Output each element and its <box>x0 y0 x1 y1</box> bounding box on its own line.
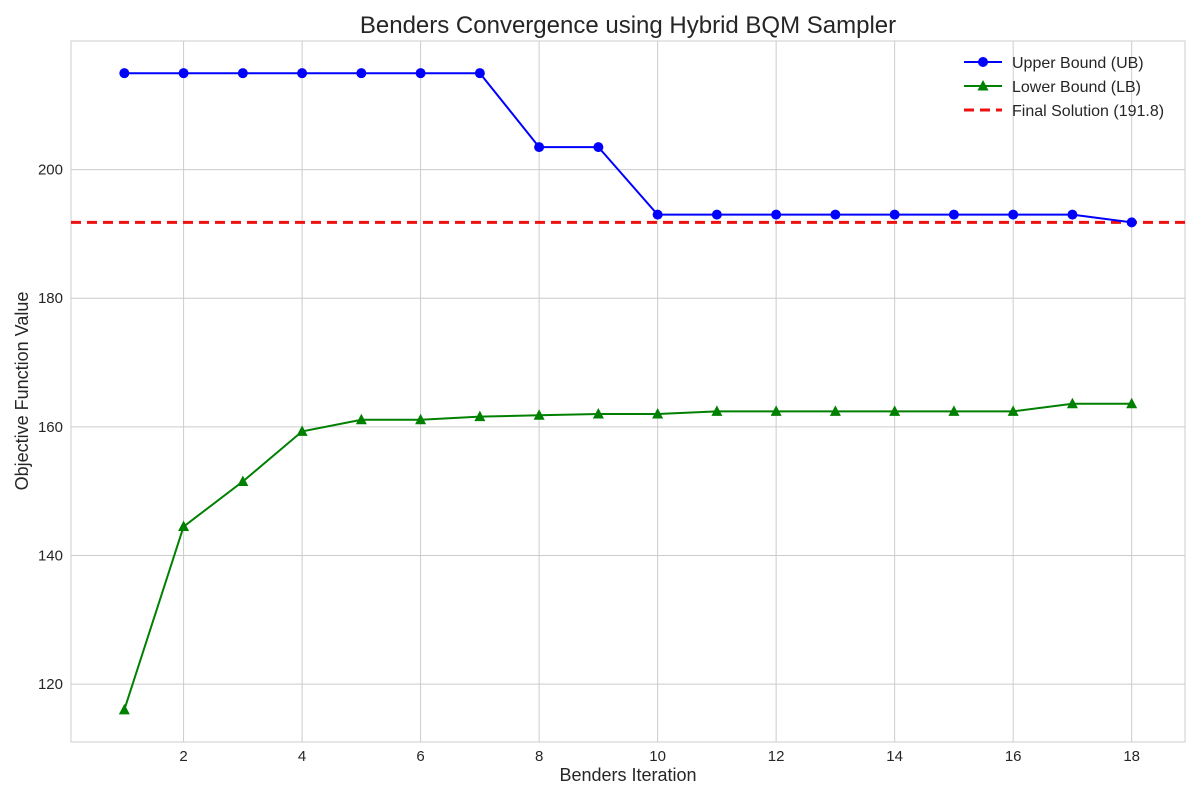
upper-bound-point <box>948 209 959 220</box>
plot-frame <box>70 40 1186 743</box>
upper-bound-point <box>711 209 722 220</box>
y-tick-label: 200 <box>38 162 63 179</box>
upper-bound-point <box>356 68 367 79</box>
x-tick-label: 14 <box>886 748 903 765</box>
lower-bound-point <box>118 703 130 715</box>
x-tick-label: 10 <box>649 748 666 765</box>
legend-label: Upper Bound (UB) <box>1012 55 1144 72</box>
lower-bound-point <box>1066 397 1078 409</box>
y-tick-label: 120 <box>38 676 63 693</box>
upper-bound-point <box>889 209 900 220</box>
series-line <box>123 402 1132 711</box>
chart-title: Benders Convergence using Hybrid BQM Sam… <box>360 12 896 39</box>
series-layer <box>118 68 1138 715</box>
legend-entry-lower-bound: Lower Bound (LB) <box>964 79 1141 96</box>
upper-bound-point <box>119 68 130 79</box>
lower-bound-point <box>474 410 486 422</box>
y-tick-label: 140 <box>38 547 63 564</box>
lower-bound-point <box>770 405 782 416</box>
x-tick-label: 6 <box>416 748 424 765</box>
upper-bound-point <box>178 68 189 79</box>
series-upper-bound <box>119 68 1137 228</box>
upper-bound-point <box>593 142 604 153</box>
lower-bound-point <box>711 405 723 416</box>
y-tick-label: 180 <box>38 290 63 307</box>
series-line <box>124 72 1132 224</box>
y-axis-label: Objective Function Value <box>12 292 32 491</box>
upper-bound-point <box>297 68 308 79</box>
upper-bound-point <box>1067 209 1078 220</box>
x-tick-label: 4 <box>298 748 306 765</box>
lower-bound-point <box>533 409 545 420</box>
legend-marker <box>977 80 989 91</box>
upper-bound-point <box>771 209 782 220</box>
lower-bound-point <box>889 405 901 416</box>
upper-bound-point <box>474 68 485 79</box>
x-axis-label: Benders Iteration <box>559 765 696 785</box>
lower-bound-point <box>355 413 367 425</box>
upper-bound-point <box>1126 217 1137 228</box>
upper-bound-point <box>237 68 248 79</box>
upper-bound-point <box>534 142 545 153</box>
lower-bound-point <box>296 425 308 436</box>
lower-bound-point <box>178 520 190 532</box>
lower-bound-point <box>829 405 841 416</box>
grid <box>71 41 1185 742</box>
lower-bound-point <box>948 405 960 416</box>
upper-bound-point <box>830 209 841 220</box>
legend-entry-final-solution: Final Solution (191.8) <box>964 103 1164 120</box>
lower-bound-point <box>592 408 604 419</box>
legend-label: Final Solution (191.8) <box>1012 103 1164 120</box>
tick-labels: 2 4 6 8 10 12 14 16 18 120 140 160 180 200 <box>38 162 1140 765</box>
y-tick-label: 160 <box>38 419 63 436</box>
lower-bound-point <box>1007 405 1019 416</box>
upper-bound-point <box>1008 209 1019 220</box>
x-tick-label: 2 <box>179 748 187 765</box>
upper-bound-point <box>652 209 663 220</box>
lower-bound-point <box>1126 397 1138 409</box>
legend-entry-upper-bound: Upper Bound (UB) <box>964 55 1144 72</box>
upper-bound-point <box>415 68 426 79</box>
lower-bound-point <box>652 408 664 419</box>
legend: Upper Bound (UB) Lower Bound (LB) Final So… <box>964 55 1164 120</box>
x-tick-label: 12 <box>768 748 785 765</box>
lower-bound-point <box>237 475 249 487</box>
x-tick-label: 16 <box>1005 748 1022 765</box>
series-lower-bound <box>118 397 1138 715</box>
x-tick-label: 8 <box>535 748 543 765</box>
legend-label: Lower Bound (LB) <box>1012 79 1141 96</box>
legend-marker <box>978 57 988 67</box>
x-tick-label: 18 <box>1123 748 1140 765</box>
lower-bound-point <box>415 413 427 425</box>
